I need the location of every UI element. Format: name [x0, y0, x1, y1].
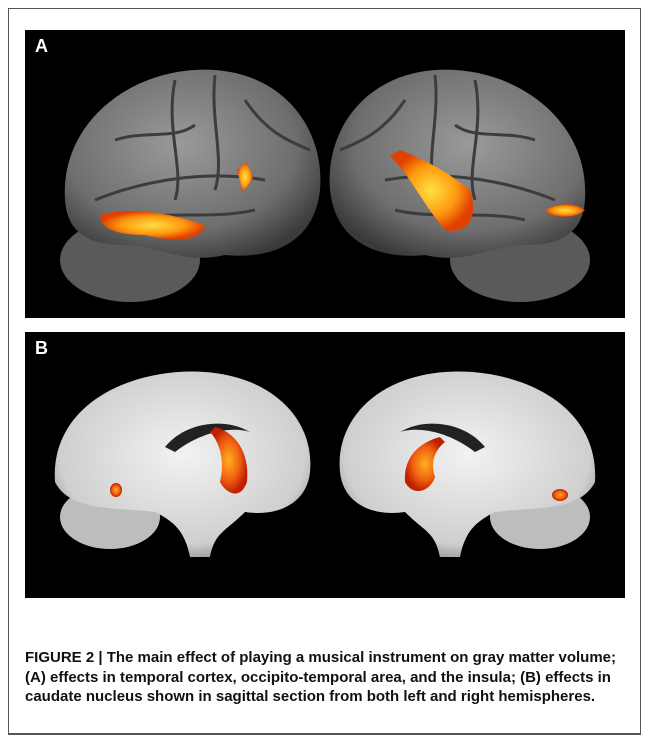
surface-brains [25, 30, 625, 318]
panel-a: A [25, 30, 625, 318]
sagittal-brains [25, 332, 625, 598]
figure-caption: FIGURE 2 | The main effect of playing a … [25, 648, 630, 707]
caption-text: The main effect of playing a musical ins… [25, 649, 616, 705]
right-hemisphere [330, 70, 590, 302]
bottom-rule [8, 733, 641, 735]
right-section [340, 372, 596, 557]
left-section [55, 372, 311, 557]
figure-label: FIGURE 2 | [25, 649, 103, 666]
panel-b: B [25, 332, 625, 598]
panel-label: A [35, 36, 48, 57]
page: {"figure": { "panels": [{"label": "A"}, … [0, 0, 650, 742]
left-hemisphere [60, 70, 320, 302]
panel-label: B [35, 338, 48, 359]
